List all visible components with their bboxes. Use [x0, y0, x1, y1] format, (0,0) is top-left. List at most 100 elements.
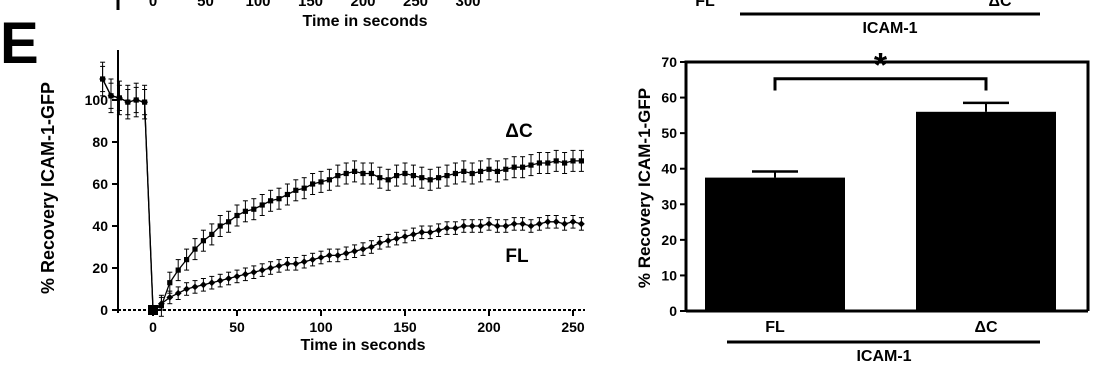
data-point [107, 92, 115, 100]
data-point [242, 270, 249, 278]
bar-chart-ytick-label-10: 10 [661, 267, 677, 283]
data-point [124, 98, 132, 106]
data-point [469, 170, 475, 177]
significance-bracket: * [773, 47, 988, 91]
data-point [410, 173, 416, 179]
bar-chart-frame [684, 60, 1090, 311]
bar-chart-ytick-label-40: 40 [661, 161, 677, 177]
top-strip-category-fl: FL [695, 0, 715, 10]
data-point [360, 170, 366, 177]
data-point [234, 212, 240, 219]
data-point [544, 218, 552, 226]
data-point [393, 235, 400, 242]
data-point [200, 238, 206, 244]
bar-chart-ylabel: % Recovery ICAM-1-GFP [635, 88, 654, 288]
data-point [318, 179, 324, 185]
data-point [452, 170, 458, 177]
line-chart-ytick-label-80: 80 [92, 134, 108, 150]
data-point [300, 258, 308, 266]
data-point [494, 222, 501, 230]
data-point [132, 96, 140, 104]
data-point [192, 246, 198, 252]
bar-fl [705, 177, 845, 311]
data-point [250, 268, 258, 276]
data-point [368, 170, 374, 177]
data-point [259, 202, 265, 208]
data-point [477, 222, 484, 230]
annotation-fl: FL [505, 246, 529, 267]
data-point [208, 279, 216, 287]
data-point [561, 220, 568, 228]
data-point [301, 185, 307, 191]
data-point [410, 231, 417, 238]
data-point [284, 260, 291, 268]
data-point [166, 294, 174, 301]
data-point [578, 158, 584, 164]
bar-chart-ytick-label-0: 0 [669, 303, 677, 319]
top-strip-tick-2: 100 [245, 0, 270, 10]
top-strip-tick-1: 50 [197, 0, 214, 10]
data-point [468, 222, 476, 230]
data-point [217, 223, 223, 229]
data-point [528, 162, 534, 168]
data-point [494, 168, 500, 174]
bar-chart-ytick-label-60: 60 [661, 90, 677, 106]
top-strip-tick-6: 300 [455, 0, 480, 10]
data-point [460, 222, 468, 230]
data-point [385, 177, 391, 183]
data-point [502, 222, 510, 230]
line-chart-xtick-label-250: 250 [561, 319, 585, 335]
data-point [578, 220, 585, 228]
bar-chart-ytick-label-70: 70 [661, 54, 677, 70]
data-point [158, 300, 165, 308]
data-point [242, 208, 248, 214]
data-point [478, 168, 484, 174]
data-point [545, 160, 551, 166]
data-point [275, 262, 283, 270]
bleach-marker [148, 305, 158, 315]
data-point [334, 252, 342, 259]
data-point [209, 231, 215, 237]
line-chart: 0 20 40 60 80 100 0 50 100 150 200 250 % Recovery I… [38, 50, 585, 354]
data-point [342, 249, 350, 257]
data-point [335, 173, 341, 179]
data-point [384, 237, 392, 245]
bar-dc [916, 111, 1056, 311]
line-chart-axes [112, 50, 585, 316]
line-chart-xlabel: Time in seconds [300, 337, 425, 354]
data-point [419, 175, 425, 181]
data-point [225, 275, 232, 282]
annotation-dc: ΔC [505, 121, 533, 142]
data-point [503, 166, 509, 172]
data-point [443, 224, 451, 232]
top-strip-tick-labels: 0 50 100 150 200 250 300 [149, 0, 481, 10]
data-point [226, 219, 232, 225]
data-point [116, 94, 123, 102]
data-point [216, 277, 224, 284]
bar-chart-bars [705, 101, 1056, 311]
data-point [536, 220, 543, 228]
data-point [292, 260, 300, 268]
bar-chart-ytick-label-30: 30 [661, 196, 677, 212]
top-strip-category-dc: ΔC [988, 0, 1012, 10]
data-point [167, 280, 173, 286]
data-point [267, 264, 274, 272]
data-point [276, 196, 282, 202]
data-point [486, 166, 492, 172]
series-fl [99, 65, 585, 314]
data-point [200, 281, 207, 289]
top-strip: 0 50 100 150 200 250 300 Time in seconds FL ΔC… [116, 0, 1040, 37]
line-chart-xtick-label-150: 150 [393, 319, 417, 335]
series-line [102, 78, 582, 312]
data-point [444, 173, 450, 179]
top-strip-tick-0: 0 [149, 0, 157, 10]
line-chart-ytick-label-0: 0 [100, 302, 108, 318]
line-chart-xtick-label-200: 200 [477, 319, 501, 335]
series-dc [100, 61, 584, 317]
panel-letter: E [0, 11, 39, 76]
data-point [536, 160, 542, 166]
group-label: ICAM-1 [856, 348, 911, 365]
data-point [435, 226, 442, 234]
